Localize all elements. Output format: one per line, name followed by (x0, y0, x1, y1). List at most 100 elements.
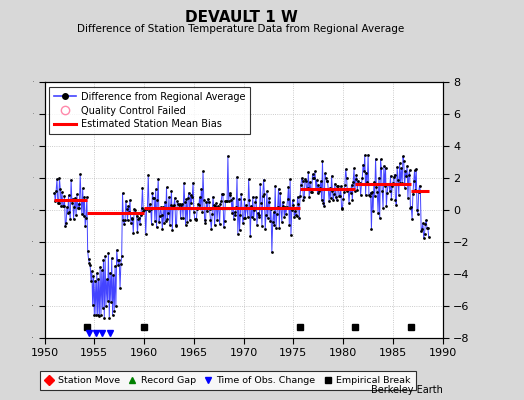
Point (328, 173, 336, 179)
Point (223, 198, 231, 204)
Point (125, 209, 133, 215)
Point (63, 210, 72, 216)
Point (374, 210, 382, 216)
Point (370, 179, 378, 186)
Point (248, 214, 256, 221)
Point (413, 211, 422, 217)
Point (227, 196, 235, 203)
Point (405, 172, 413, 178)
Point (176, 200, 184, 207)
Point (324, 186, 332, 192)
Point (78, 211, 86, 217)
Point (237, 190, 245, 197)
Point (193, 206, 201, 213)
Point (364, 152, 372, 158)
Point (231, 212, 239, 218)
Point (93, 312, 102, 318)
Point (408, 215, 416, 222)
Point (336, 183, 345, 189)
Point (332, 197, 341, 204)
Point (281, 204, 289, 211)
Point (390, 174, 398, 181)
Point (334, 183, 342, 189)
Point (140, 206, 148, 213)
Point (253, 222, 261, 228)
Point (165, 194, 173, 200)
Point (407, 204, 416, 210)
Point (292, 212, 300, 218)
Point (84, 256, 93, 262)
Point (116, 285, 124, 292)
Point (167, 202, 175, 208)
Point (234, 196, 243, 202)
Point (252, 194, 260, 200)
Point (158, 226, 167, 233)
Point (155, 219, 163, 225)
Point (387, 196, 396, 202)
Point (103, 276, 111, 282)
Point (416, 182, 424, 189)
Point (183, 218, 191, 225)
Point (321, 170, 329, 177)
Point (232, 204, 241, 210)
Point (119, 217, 127, 224)
Point (134, 216, 143, 222)
Point (245, 196, 254, 203)
Point (215, 221, 224, 227)
Point (144, 172, 152, 178)
Point (283, 196, 292, 202)
Point (398, 180, 406, 187)
Point (99, 305, 107, 312)
Point (312, 186, 320, 192)
Point (95, 313, 103, 320)
Point (197, 186, 205, 192)
Point (190, 208, 198, 215)
Point (264, 199, 272, 206)
Point (117, 261, 125, 267)
Point (86, 262, 94, 268)
Point (100, 315, 108, 321)
Point (143, 204, 151, 211)
Point (255, 214, 264, 220)
Point (137, 204, 146, 211)
Point (242, 202, 250, 209)
Point (325, 198, 333, 205)
Point (156, 213, 164, 219)
Point (365, 192, 373, 198)
Point (347, 182, 356, 188)
Point (226, 192, 235, 199)
Point (194, 200, 202, 207)
Point (319, 200, 328, 206)
Point (53, 200, 62, 206)
Point (123, 206, 131, 212)
Point (335, 193, 343, 199)
Point (396, 180, 405, 186)
Point (239, 215, 248, 221)
Point (54, 200, 63, 206)
Point (118, 190, 127, 196)
Point (231, 208, 239, 215)
Point (189, 180, 197, 186)
Point (104, 249, 113, 256)
Point (272, 211, 281, 218)
Point (133, 229, 141, 236)
Point (66, 216, 74, 222)
Point (343, 188, 352, 194)
Point (413, 206, 421, 213)
Point (318, 158, 326, 164)
Point (390, 172, 399, 178)
Point (177, 214, 185, 221)
Point (68, 200, 76, 206)
Point (393, 164, 401, 170)
Point (138, 184, 147, 191)
Point (67, 176, 75, 183)
Point (328, 188, 336, 194)
Point (376, 156, 385, 163)
Text: Berkeley Earth: Berkeley Earth (371, 385, 443, 395)
Point (403, 162, 411, 169)
Point (395, 191, 403, 198)
Point (182, 196, 191, 203)
Point (178, 201, 187, 208)
Point (128, 215, 137, 222)
Point (383, 189, 391, 196)
